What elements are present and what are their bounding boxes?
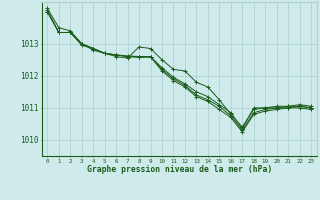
X-axis label: Graphe pression niveau de la mer (hPa): Graphe pression niveau de la mer (hPa): [87, 165, 272, 174]
